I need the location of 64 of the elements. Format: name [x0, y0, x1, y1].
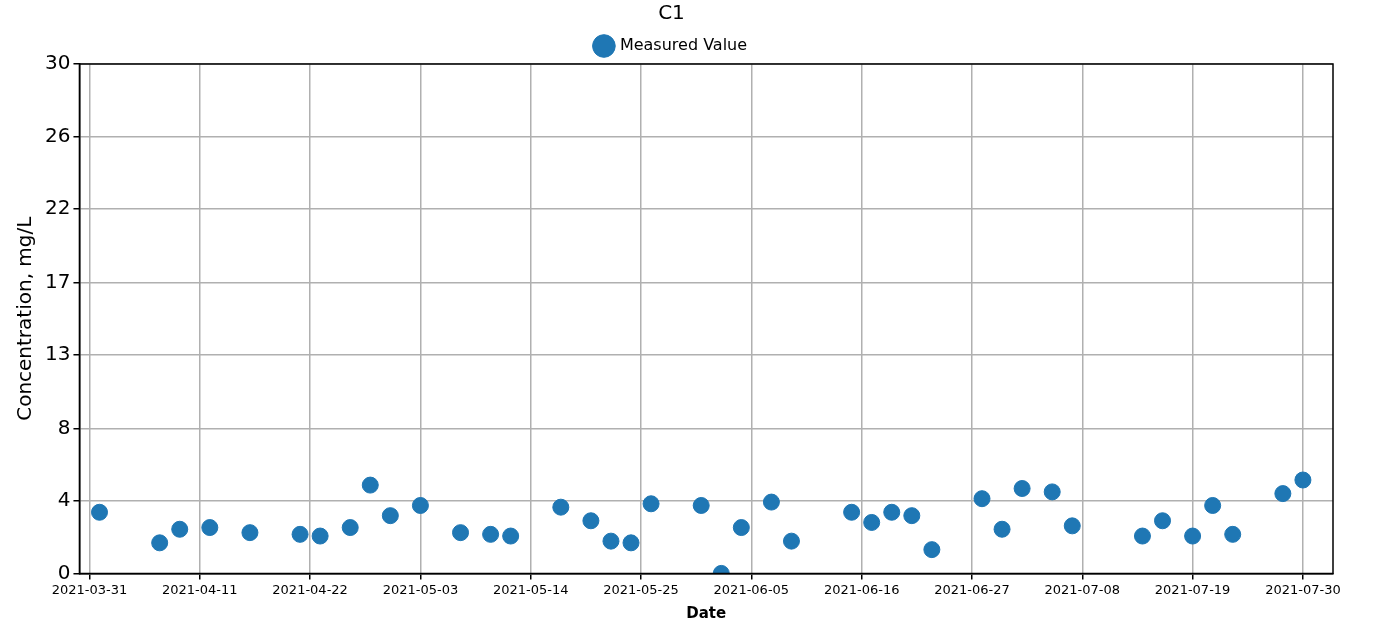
point — [692, 496, 710, 514]
y-tick-label: 26 — [45, 123, 71, 148]
point — [602, 532, 620, 550]
point — [341, 519, 359, 537]
point — [411, 496, 429, 514]
point — [381, 507, 399, 525]
point — [482, 525, 500, 543]
point — [582, 512, 600, 530]
point — [1224, 525, 1242, 543]
y-tick-label: 30 — [45, 50, 71, 75]
point — [863, 513, 881, 531]
point — [993, 520, 1011, 538]
point — [732, 519, 750, 537]
x-tick-label: 2021-07-08 — [1044, 581, 1121, 597]
x-tick-label: 2021-06-05 — [713, 581, 790, 597]
point — [1013, 480, 1031, 497]
point — [452, 524, 470, 542]
point — [843, 503, 861, 521]
point — [151, 534, 169, 552]
point — [241, 524, 259, 542]
x-tick-label: 2021-05-03 — [382, 581, 459, 597]
point — [1133, 527, 1151, 545]
x-tick-label: 2021-07-30 — [1265, 581, 1341, 597]
point — [91, 503, 109, 521]
y-tick-label: 13 — [45, 341, 71, 366]
point — [903, 507, 921, 525]
point — [762, 493, 780, 511]
x-tick-label: 2021-05-25 — [603, 581, 679, 597]
point — [171, 520, 189, 538]
point — [1204, 496, 1222, 514]
point — [291, 525, 309, 543]
y-tick-label: 0 — [57, 559, 71, 584]
point — [642, 495, 660, 513]
x-tick-label: 2021-03-31 — [51, 581, 128, 597]
point — [1274, 485, 1292, 503]
legend-label: Measured Value — [619, 35, 748, 55]
y-tick-label: 17 — [45, 268, 71, 293]
x-tick-label: 2021-06-16 — [823, 581, 900, 597]
point — [1063, 517, 1081, 535]
y-axis-title: Concentration, mg/L — [12, 215, 37, 421]
y-tick-label: 22 — [45, 194, 71, 219]
x-tick-label: 2021-04-22 — [272, 581, 348, 597]
point — [973, 490, 991, 508]
point — [622, 534, 640, 552]
y-tick-label: 4 — [57, 486, 71, 511]
point — [883, 503, 901, 521]
point — [1294, 471, 1312, 489]
point — [1184, 527, 1202, 545]
point — [502, 527, 520, 545]
point — [1154, 512, 1172, 530]
point — [923, 541, 941, 559]
legend-title: C1 — [658, 0, 685, 25]
x-axis-title: Date — [686, 603, 727, 622]
x-tick-label: 2021-05-14 — [492, 581, 569, 597]
y-tick-label: 8 — [57, 415, 71, 440]
point — [552, 498, 570, 516]
point — [1043, 483, 1061, 501]
x-tick-label: 2021-04-11 — [162, 581, 238, 597]
point — [361, 476, 379, 494]
x-tick-label: 2021-06-27 — [934, 581, 1010, 597]
point — [201, 519, 219, 537]
x-tick-label: 2021-07-19 — [1154, 581, 1231, 597]
point — [782, 532, 800, 550]
point — [311, 527, 329, 545]
